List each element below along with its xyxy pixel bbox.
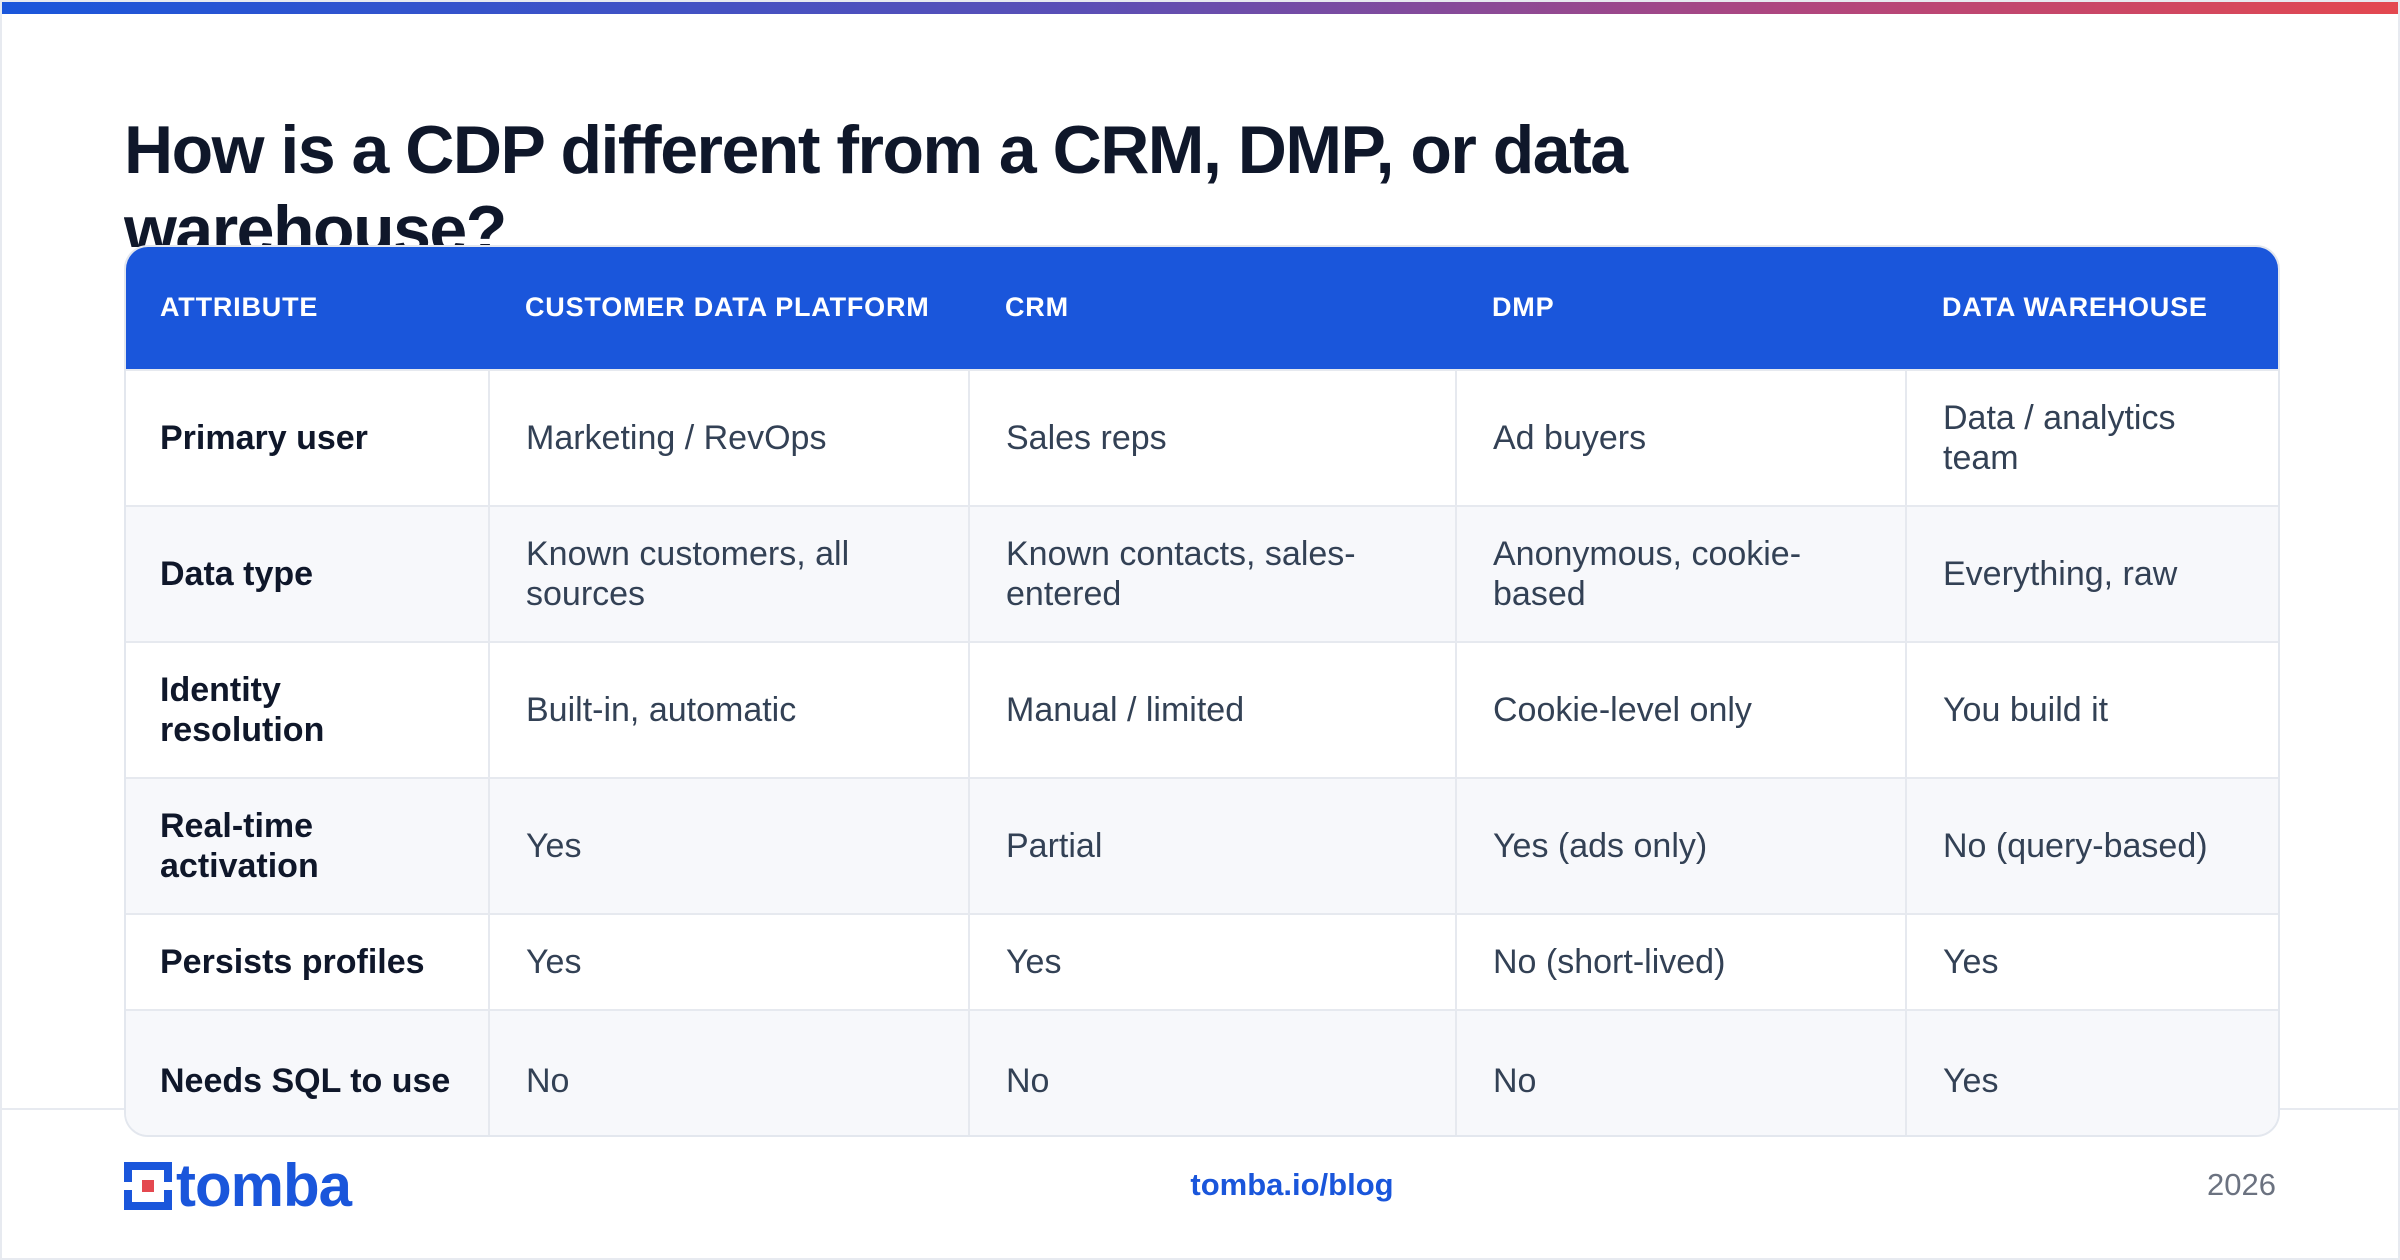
table-row: Needs SQL to use No No No Yes <box>126 1009 2278 1135</box>
row-attribute: Data type <box>126 505 490 642</box>
cell-crm: Known contacts, sales-entered <box>969 505 1457 642</box>
row-attribute: Persists profiles <box>126 913 490 1010</box>
cell-crm: No <box>969 1009 1457 1135</box>
cell-cdp: Built-in, automatic <box>489 641 970 778</box>
tomba-logo: tomba <box>124 1152 352 1219</box>
cell-data-warehouse: No (query-based) <box>1906 777 2278 914</box>
cell-crm: Yes <box>969 913 1457 1010</box>
table-row: Primary user Marketing / RevOps Sales re… <box>126 369 2278 506</box>
column-header-dmp: DMP <box>1456 247 1906 370</box>
cell-data-warehouse: Everything, raw <box>1906 505 2278 642</box>
table-row: Data type Known customers, all sources K… <box>126 505 2278 642</box>
cell-crm: Sales reps <box>969 369 1457 506</box>
cell-cdp: No <box>489 1009 970 1135</box>
table-body: Primary user Marketing / RevOps Sales re… <box>126 369 2278 1135</box>
cell-dmp: Cookie-level only <box>1456 641 1907 778</box>
column-header-data-warehouse: Data Warehouse <box>1906 247 2278 370</box>
cell-dmp: No <box>1456 1009 1907 1135</box>
cell-dmp: Ad buyers <box>1456 369 1907 506</box>
cell-cdp: Marketing / RevOps <box>489 369 970 506</box>
table-header: Attribute Customer Data Platform CRM DMP… <box>126 247 2278 370</box>
cell-crm: Partial <box>969 777 1457 914</box>
cell-data-warehouse: Yes <box>1906 1009 2278 1135</box>
column-header-cdp: Customer Data Platform <box>489 247 969 370</box>
page-title: How is a CDP different from a CRM, DMP, … <box>124 112 1628 247</box>
tomba-logo-mark-icon <box>124 1162 172 1210</box>
blog-link[interactable]: tomba.io/blog <box>1190 1167 1394 1202</box>
cell-data-warehouse: Data / analytics team <box>1906 369 2278 506</box>
cell-cdp: Known customers, all sources <box>489 505 970 642</box>
table-row: Identity resolution Built-in, automatic … <box>126 641 2278 778</box>
cell-data-warehouse: You build it <box>1906 641 2278 778</box>
comparison-table: Attribute Customer Data Platform CRM DMP… <box>126 247 2278 1135</box>
column-header-attribute: Attribute <box>126 247 489 370</box>
row-attribute: Real-time activation <box>126 777 490 914</box>
table-row: Real-time activation Yes Partial Yes (ad… <box>126 777 2278 914</box>
table-row: Persists profiles Yes Yes No (short-live… <box>126 913 2278 1010</box>
tomba-logo-wordmark: tomba <box>176 1152 352 1219</box>
cell-cdp: Yes <box>489 913 970 1010</box>
footer-year: 2026 <box>2207 1167 2276 1202</box>
row-attribute: Primary user <box>126 369 490 506</box>
accent-gradient-bar <box>2 2 2398 14</box>
cell-data-warehouse: Yes <box>1906 913 2278 1010</box>
cell-crm: Manual / limited <box>969 641 1457 778</box>
row-attribute: Identity resolution <box>126 641 490 778</box>
cell-cdp: Yes <box>489 777 970 914</box>
row-attribute: Needs SQL to use <box>126 1009 490 1135</box>
cell-dmp: No (short-lived) <box>1456 913 1907 1010</box>
column-header-crm: CRM <box>969 247 1456 370</box>
header-row: Attribute Customer Data Platform CRM DMP… <box>126 247 2278 370</box>
footer <box>2 1138 2398 1258</box>
cell-dmp: Yes (ads only) <box>1456 777 1907 914</box>
comparison-table-card: Attribute Customer Data Platform CRM DMP… <box>124 245 2280 1137</box>
cell-dmp: Anonymous, cookie-based <box>1456 505 1907 642</box>
